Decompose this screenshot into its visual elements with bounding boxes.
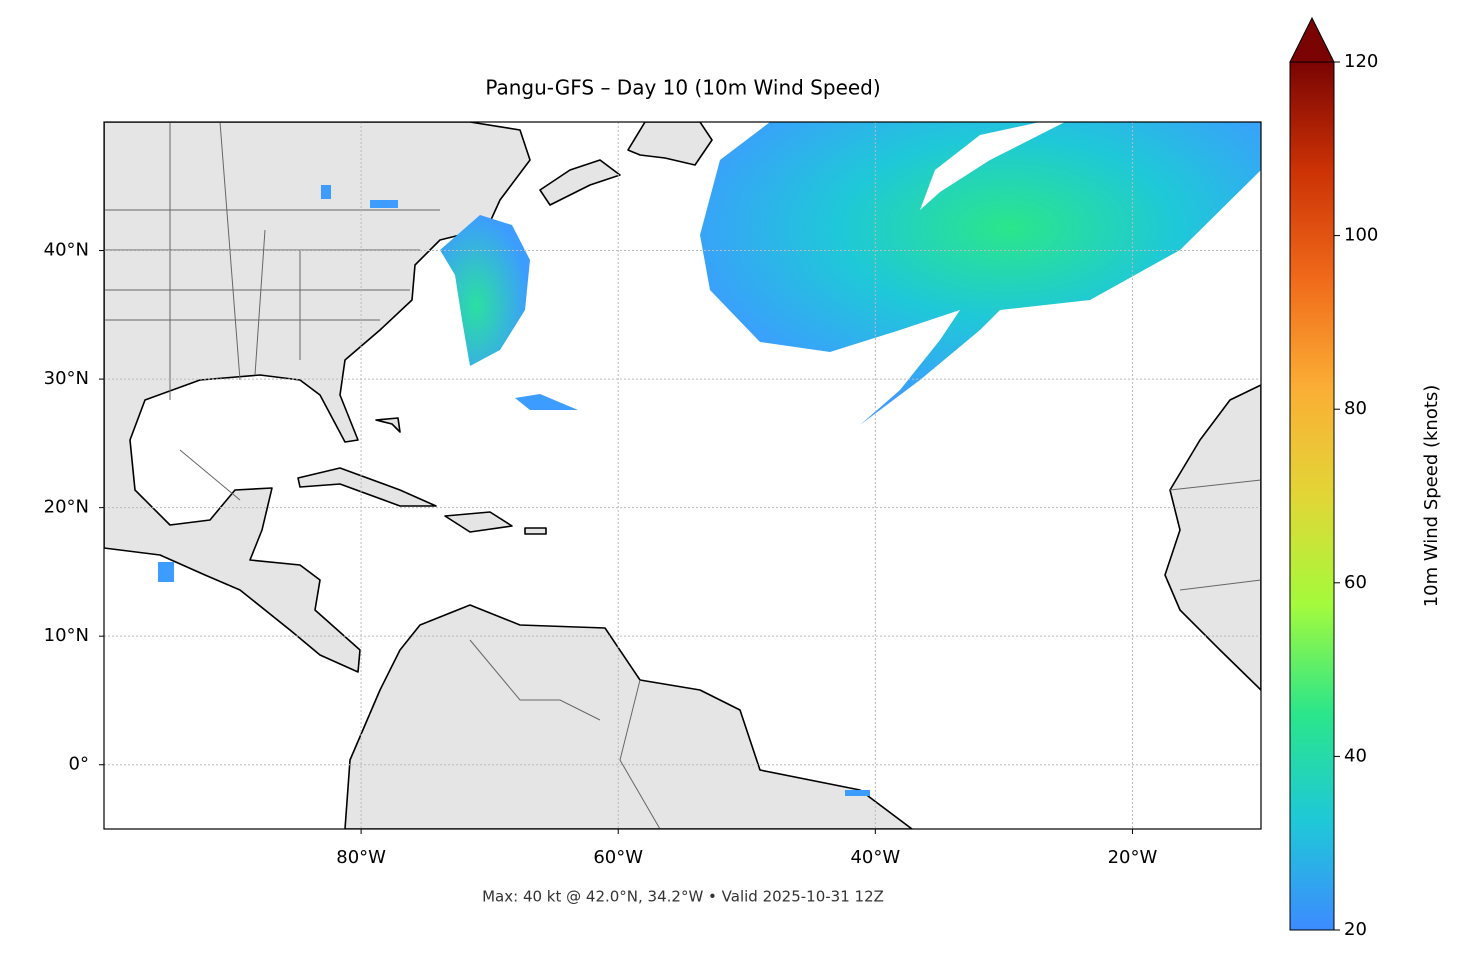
colorbar-label: 10m Wind Speed (knots)	[1421, 385, 1442, 608]
wind-field-speck	[370, 200, 398, 208]
land-puerto-rico	[524, 527, 547, 535]
wind-field-large	[700, 122, 1261, 425]
y-tick-label: 0°	[69, 754, 89, 775]
wind-field-coastal	[440, 215, 530, 366]
land-bahamas	[375, 417, 401, 433]
wind-field-speck	[321, 185, 331, 199]
grid-lines	[104, 122, 1261, 829]
colorbar-tick-label: 100	[1344, 225, 1378, 246]
x-tick-label: 20°W	[1108, 847, 1158, 868]
colorbar-tick-label: 120	[1344, 51, 1378, 72]
colorbar-tick-label: 40	[1344, 745, 1367, 766]
map-area	[104, 122, 1261, 829]
wind-field-small	[515, 394, 578, 410]
land-north-america	[104, 122, 531, 673]
chart-subtitle: Max: 40 kt @ 42.0°N, 34.2°W • Valid 2025…	[482, 888, 884, 906]
wind-field-speck	[845, 790, 870, 796]
colorbar-tick-label: 20	[1344, 919, 1367, 940]
colorbar-tick-label: 60	[1344, 572, 1367, 593]
y-tick-label: 20°N	[44, 497, 89, 518]
chart-title: Pangu-GFS – Day 10 (10m Wind Speed)	[485, 76, 880, 100]
colorbar	[1289, 61, 1335, 931]
land-newfoundland	[627, 122, 713, 166]
y-tick-label: 30°N	[44, 368, 89, 389]
y-tick-label: 10°N	[44, 625, 89, 646]
land-africa	[1164, 384, 1261, 691]
x-tick-label: 80°W	[336, 847, 386, 868]
land-cuba	[297, 467, 437, 507]
land-hispaniola	[444, 511, 513, 533]
map-frame	[103, 121, 1262, 830]
land-maritimes	[539, 159, 621, 206]
x-tick-label: 60°W	[593, 847, 643, 868]
wind-field-speck	[158, 562, 174, 582]
land-south-america	[344, 604, 913, 829]
y-tick-label: 40°N	[44, 240, 89, 261]
x-tick-label: 40°W	[850, 847, 900, 868]
colorbar-extend	[1289, 16, 1335, 63]
wind-field-gap	[920, 122, 1065, 210]
colorbar-tick-label: 80	[1344, 398, 1367, 419]
country-borders	[469, 479, 1261, 829]
